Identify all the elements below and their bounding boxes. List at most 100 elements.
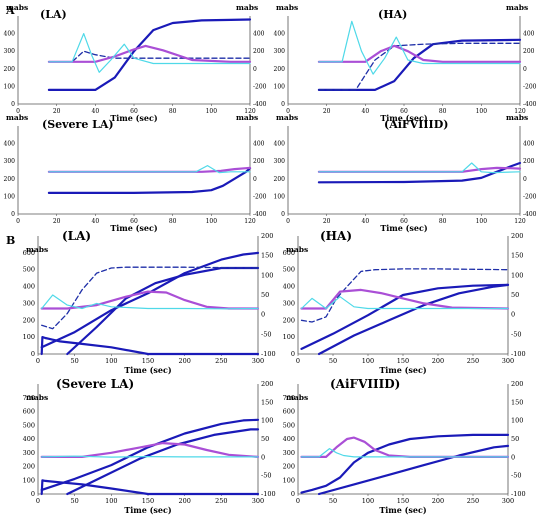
y-tick-label-right: 0 bbox=[523, 66, 527, 73]
y-tick-label-left: 500 bbox=[23, 266, 35, 274]
y-axis-label-left: mabs bbox=[26, 393, 48, 402]
x-tick-label: 150 bbox=[397, 357, 409, 365]
y-axis-label-left: mabs bbox=[6, 3, 28, 12]
x-tick-label: 40 bbox=[362, 108, 370, 115]
y-tick-label-left: 500 bbox=[283, 421, 295, 429]
x-tick-label: 300 bbox=[252, 357, 264, 365]
y-tick-label-left: 700 bbox=[23, 394, 35, 402]
y-tick-label-left: 200 bbox=[4, 176, 16, 183]
y-tick-label-left: 0 bbox=[31, 490, 35, 498]
x-tick-label: 0 bbox=[296, 357, 300, 365]
y-tick-label-right: 400 bbox=[523, 31, 535, 38]
x-axis-label: Time (sec) bbox=[124, 365, 172, 375]
y-tick-label-right: 150 bbox=[511, 252, 523, 260]
x-tick-label: 200 bbox=[178, 497, 190, 505]
panel-title: (Severe LA) bbox=[56, 377, 134, 391]
y-tick-label-right: 150 bbox=[261, 398, 273, 406]
series-line-d2 bbox=[41, 294, 259, 310]
series-line-clot bbox=[47, 18, 252, 92]
y-tick-label-right: 0 bbox=[261, 311, 265, 319]
y-tick-label-left: 400 bbox=[4, 31, 16, 38]
y-tick-label-left: 400 bbox=[283, 283, 295, 291]
chart-panel: 0 20 40 60 80 100 120 0 100 200 300 400 -400 -200 0 200… bbox=[274, 113, 537, 233]
y-tick-label-left: 100 bbox=[4, 83, 16, 90]
x-tick-label: 150 bbox=[142, 357, 154, 365]
y-tick-label-right: -400 bbox=[523, 101, 537, 108]
y-tick-label-left: 400 bbox=[274, 141, 286, 148]
y-tick-label-right: -400 bbox=[523, 211, 537, 218]
y-tick-label-right: -100 bbox=[511, 490, 526, 498]
x-tick-label: 80 bbox=[439, 218, 447, 225]
y-tick-label-right: -400 bbox=[253, 101, 267, 108]
series-line-d1 bbox=[317, 44, 522, 63]
y-tick-label-left: 300 bbox=[283, 299, 295, 307]
y-tick-label-left: 600 bbox=[23, 249, 35, 257]
series-line-dashed bbox=[48, 50, 251, 63]
y-tick-label-left: 100 bbox=[23, 333, 35, 341]
chart-panel: 0 20 40 60 80 100 120 0 100 200 300 400 -400 -200 0 200… bbox=[4, 3, 267, 123]
panel-title: (Severe LA) bbox=[42, 118, 114, 131]
series-line-d1 bbox=[300, 436, 510, 458]
chart-panel: 0 20 40 60 80 100 120 0 100 200 300 400 -400 -200 0 200… bbox=[274, 3, 537, 123]
y-axis-label-left: mabs bbox=[276, 3, 298, 12]
x-tick-label: 100 bbox=[206, 218, 218, 225]
y-axis-label-right: mabs bbox=[506, 3, 528, 12]
y-tick-label-left: 200 bbox=[4, 66, 16, 73]
x-axis-label: Time (sec) bbox=[380, 113, 428, 123]
y-tick-label-left: 200 bbox=[274, 176, 286, 183]
x-tick-label: 200 bbox=[432, 497, 444, 505]
x-tick-label: 120 bbox=[514, 218, 526, 225]
y-tick-label-right: 200 bbox=[523, 48, 535, 55]
y-tick-label-right: -200 bbox=[253, 83, 267, 90]
x-tick-label: 250 bbox=[215, 497, 227, 505]
y-tick-label-right: -50 bbox=[261, 330, 271, 338]
x-tick-label: 0 bbox=[286, 218, 290, 225]
panel-title: (LA) bbox=[40, 8, 67, 21]
x-tick-label: 300 bbox=[502, 357, 514, 365]
y-tick-label-left: 300 bbox=[274, 48, 286, 55]
y-tick-label-left: 700 bbox=[283, 394, 295, 402]
chart-panel: 0 50 100 150 200 250 3000100200300400500600-10… bbox=[283, 229, 526, 375]
x-tick-label: 120 bbox=[244, 218, 256, 225]
y-tick-label-right: -200 bbox=[523, 193, 537, 200]
series-line-clot bbox=[317, 444, 510, 496]
series-line-d2 bbox=[318, 20, 521, 75]
series-line-d2 bbox=[48, 32, 251, 73]
y-tick-label-right: 50 bbox=[261, 291, 269, 299]
x-tick-label: 80 bbox=[169, 108, 177, 115]
chart-panel: 0 50 100 150 200 250 3000100200300400500600-10… bbox=[23, 229, 276, 375]
y-tick-label-right: -400 bbox=[253, 211, 267, 218]
x-tick-label: 100 bbox=[476, 108, 488, 115]
y-axis-label-right: mabs bbox=[236, 3, 258, 12]
series-line-clot bbox=[300, 283, 510, 350]
y-tick-label-right: 0 bbox=[253, 176, 257, 183]
x-tick-label: 100 bbox=[476, 218, 488, 225]
y-tick-label-left: 500 bbox=[283, 266, 295, 274]
series-line-dashed bbox=[300, 268, 509, 323]
y-tick-label-right: -200 bbox=[523, 83, 537, 90]
x-axis-label: Time (sec) bbox=[379, 365, 427, 375]
x-tick-label: 200 bbox=[178, 357, 190, 365]
y-tick-label-left: 100 bbox=[23, 476, 35, 484]
x-tick-label: 0 bbox=[36, 497, 40, 505]
x-tick-label: 250 bbox=[467, 357, 479, 365]
y-tick-label-right: 100 bbox=[261, 271, 273, 279]
x-tick-label: 0 bbox=[16, 108, 20, 115]
x-tick-label: 100 bbox=[105, 497, 117, 505]
y-tick-label-left: 200 bbox=[23, 316, 35, 324]
y-tick-label-left: 0 bbox=[281, 211, 285, 218]
x-tick-label: 100 bbox=[206, 108, 218, 115]
y-tick-label-right: -50 bbox=[511, 330, 521, 338]
series-line-d1 bbox=[300, 288, 510, 310]
x-tick-label: 80 bbox=[169, 218, 177, 225]
x-tick-label: 0 bbox=[36, 357, 40, 365]
y-tick-label-right: 400 bbox=[253, 31, 265, 38]
x-tick-label: 150 bbox=[397, 497, 409, 505]
y-tick-label-left: 400 bbox=[23, 435, 35, 443]
y-tick-label-right: 50 bbox=[511, 435, 519, 443]
x-tick-label: 0 bbox=[16, 218, 20, 225]
y-tick-label-left: 0 bbox=[11, 101, 15, 108]
y-tick-label-left: 600 bbox=[23, 408, 35, 416]
y-tick-label-left: 100 bbox=[274, 83, 286, 90]
